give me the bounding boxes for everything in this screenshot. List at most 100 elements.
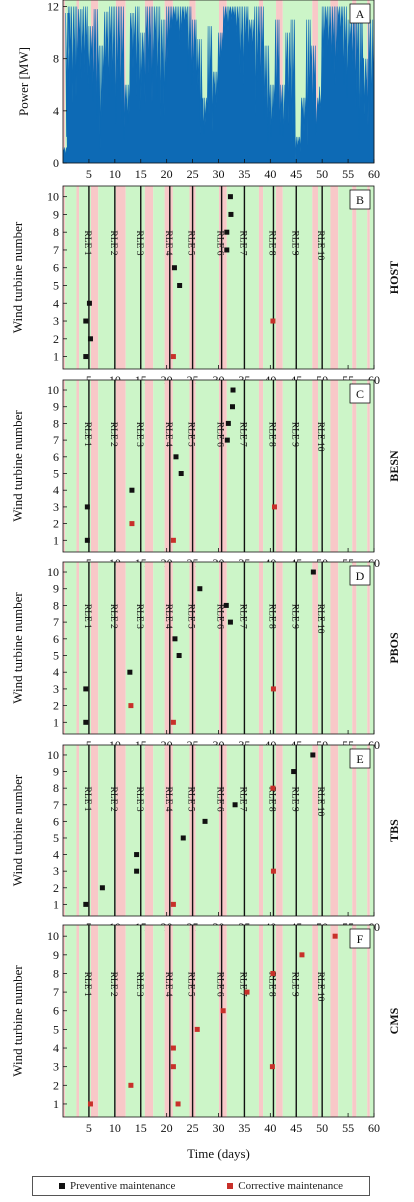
y-tick-label: 12 [47, 0, 59, 14]
x-tick-label: 40 [264, 1121, 276, 1135]
weather-window [356, 186, 368, 369]
corrective-marker [220, 1008, 226, 1014]
rle-label: RLE 3 [134, 787, 144, 812]
y-tick-label: 8 [53, 52, 59, 66]
weather-window [79, 562, 91, 734]
panel-A: 0 4 8 12 5 10 15 20 25 30 35 40 45 50 55 60 Power [MW] A [16, 0, 380, 181]
preventive-marker [224, 229, 230, 235]
y-tick-label: 5 [53, 1022, 59, 1036]
x-axis-label: Time (days) [187, 1146, 250, 1161]
preventive-marker [224, 437, 230, 443]
weather-window [258, 380, 264, 552]
weather-window [98, 562, 116, 734]
weather-window [282, 380, 313, 552]
weather-window [258, 562, 264, 734]
y-tick-label: 4 [53, 104, 59, 118]
weather-window [172, 562, 190, 734]
weather-window [282, 562, 313, 734]
weather-window [276, 745, 283, 916]
y-axis-label: Wind turbine number [10, 592, 25, 704]
weather-window [258, 186, 264, 369]
corrective-marker [170, 1045, 176, 1051]
y-axis-label: Wind turbine number [10, 410, 25, 522]
weather-window [369, 925, 374, 1117]
rle-label: RLE 1 [82, 230, 92, 255]
weather-window [356, 380, 368, 552]
corrective-marker [270, 970, 276, 976]
corrective-marker [299, 952, 305, 958]
preventive-marker [227, 619, 233, 625]
x-tick-label: 40 [264, 167, 276, 181]
weather-window [219, 562, 227, 734]
x-tick-label: 45 [290, 1121, 302, 1135]
y-tick-label: 7 [53, 243, 59, 257]
strategy-label: TBS [387, 819, 401, 842]
weather-window [195, 925, 220, 1117]
weather-window [125, 186, 145, 369]
panel-C: RLE 1 RLE 2 RLE 3 RLE 4 RLE 5 RLE 6 RLE 7 RLE 8… [10, 379, 401, 570]
corrective-marker [170, 901, 176, 907]
rle-label: RLE 5 [186, 972, 196, 997]
preventive-marker [84, 537, 90, 543]
rle-label: RLE 5 [186, 422, 196, 447]
rle-label: RLE 10 [315, 422, 325, 452]
x-tick-label: 50 [316, 167, 328, 181]
rle-label: RLE 2 [108, 972, 118, 997]
x-tick-label: 45 [290, 167, 302, 181]
rle-label: RLE 9 [289, 422, 299, 447]
y-tick-label: 1 [53, 897, 59, 911]
preventive-marker [129, 487, 135, 493]
weather-window [352, 562, 357, 734]
rle-label: RLE 5 [186, 230, 196, 255]
weather-window [115, 745, 126, 916]
rle-label: RLE 7 [237, 230, 247, 255]
y-axis-label: Power [MW] [16, 47, 31, 116]
rle-label: RLE 9 [289, 230, 299, 255]
corrective-marker [87, 1101, 93, 1107]
rle-label: RLE 1 [82, 972, 92, 997]
x-tick-label: 60 [368, 1121, 380, 1135]
preventive-marker [83, 354, 89, 360]
weather-window [153, 745, 165, 916]
weather-window [330, 562, 339, 734]
weather-window [98, 745, 116, 916]
weather-window [63, 562, 66, 734]
weather-window [98, 925, 116, 1117]
rle-label: RLE 7 [237, 972, 247, 997]
legend-label-corrective: Corrective maintenance [238, 1180, 344, 1192]
weather-window [312, 186, 319, 369]
preventive-marker [134, 852, 140, 858]
weather-window [144, 380, 154, 552]
weather-window [258, 745, 264, 916]
corrective-marker [128, 703, 134, 709]
rle-label: RLE 8 [266, 787, 276, 812]
panel-letter: A [356, 7, 365, 21]
panel-D: RLE 1 RLE 2 RLE 3 RLE 4 RLE 5 RLE 6 RLE 7 RLE 8… [10, 561, 401, 752]
preventive-marker [176, 653, 182, 659]
strategy-label: PBOS [387, 632, 401, 664]
rle-label: RLE 8 [266, 230, 276, 255]
weather-window [172, 925, 190, 1117]
panel-F: RLE 1 RLE 2 RLE 3 RLE 4 RLE 5 RLE 6 RLE 7 RLE 8… [10, 924, 401, 1135]
weather-window [318, 186, 331, 369]
weather-window [369, 380, 374, 552]
weather-window [367, 925, 370, 1117]
panel-letter: C [356, 387, 364, 401]
y-tick-label: 3 [53, 1060, 59, 1074]
corrective-marker [194, 1026, 200, 1032]
preventive-marker [172, 636, 178, 642]
rle-label: RLE 3 [134, 230, 144, 255]
preventive-marker [202, 818, 208, 824]
y-tick-label: 6 [53, 261, 59, 275]
preventive-marker [228, 211, 234, 217]
corrective-marker [270, 686, 276, 692]
y-tick-label: 3 [53, 500, 59, 514]
x-tick-label: 55 [342, 1121, 354, 1135]
y-tick-label: 10 [47, 383, 59, 397]
x-tick-label: 10 [109, 1121, 121, 1135]
weather-window [144, 186, 154, 369]
rle-label: RLE 1 [82, 787, 92, 812]
preventive-marker [232, 802, 238, 808]
rle-label: RLE 2 [108, 230, 118, 255]
y-tick-label: 1 [53, 715, 59, 729]
